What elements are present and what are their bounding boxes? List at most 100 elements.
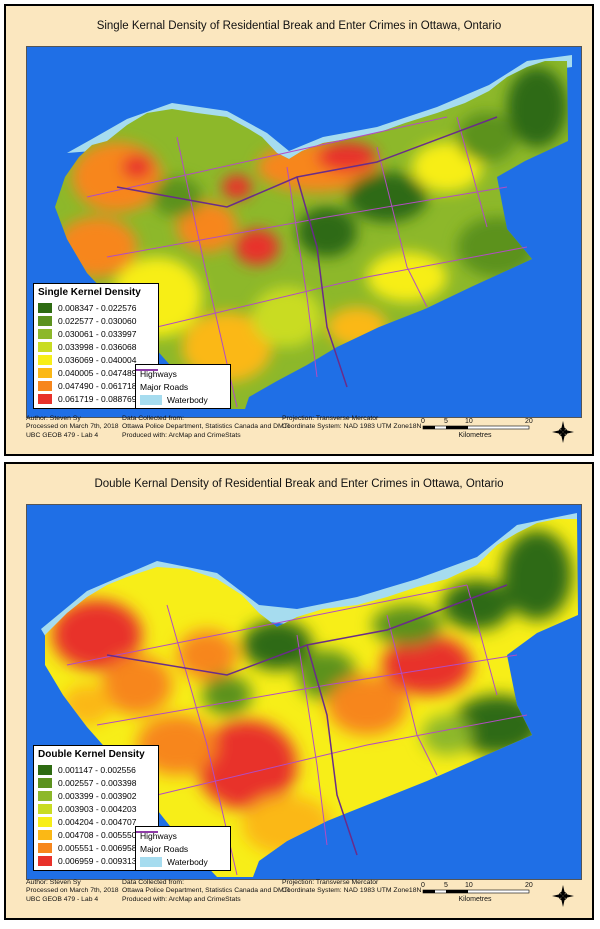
- scale-unit: Kilometres: [458, 432, 492, 439]
- legend-class: 0.047490 - 0.061718: [38, 379, 154, 392]
- map-footer: Author: Steven Sy Processed on March 7th…: [26, 415, 578, 451]
- legend-class: 0.006959 - 0.009313: [38, 854, 154, 867]
- legend-class: 0.061719 - 0.088769: [38, 392, 154, 405]
- ottawa-density-map: [27, 47, 581, 417]
- map-title: Double Kernal Density of Residential Bre…: [94, 478, 504, 490]
- legend-label: 0.022577 - 0.030060: [58, 315, 137, 326]
- map-frame: Double Kernel Density 0.001147 - 0.00255…: [26, 504, 582, 880]
- north-arrow-icon: [552, 885, 574, 907]
- data-sources-block: Data Collected from: Ottawa Police Depar…: [122, 879, 290, 904]
- legend-swatch: [38, 302, 52, 313]
- legend-swatch: [38, 829, 52, 840]
- legend-label: 0.030061 - 0.033997: [58, 328, 137, 339]
- legend-label: 0.003399 - 0.003902: [58, 790, 137, 801]
- scale-tick: 0: [421, 882, 425, 889]
- legend-class: 0.030061 - 0.033997: [38, 327, 154, 340]
- projection: Projection: Transverse Mercator: [282, 879, 379, 886]
- highways-label: Highways: [140, 368, 177, 379]
- legend-class: 0.003399 - 0.003902: [38, 789, 154, 802]
- legend-waterbody: Waterbody: [140, 855, 226, 868]
- data-sources: Ottawa Police Department, Statistics Can…: [122, 887, 290, 895]
- legend-swatch: [38, 328, 52, 339]
- map-frame: Single Kernel Density 0.008347 - 0.02257…: [26, 46, 582, 418]
- major-roads: [86, 116, 528, 408]
- waterbody-label: Waterbody: [167, 856, 208, 867]
- legend-class: 0.004708 - 0.005550: [38, 828, 154, 841]
- legend-class: 0.036069 - 0.040004: [38, 353, 154, 366]
- legend-class: 0.022577 - 0.030060: [38, 314, 154, 327]
- legend-label: 0.047490 - 0.061718: [58, 380, 137, 391]
- legend-swatch: [38, 777, 52, 788]
- legend-swatch: [38, 842, 52, 853]
- course: UBC GEOB 479 - Lab 4: [26, 895, 99, 903]
- legend-label: 0.008347 - 0.022576: [58, 302, 137, 313]
- data-sources-block: Data Collected from: Ottawa Police Depar…: [122, 415, 290, 440]
- author: Author: Steven Sy: [26, 415, 81, 422]
- processed-date: Processed on March 7th, 2018: [26, 423, 119, 431]
- waterbody-symbol: [140, 394, 162, 405]
- legend-swatch: [38, 354, 52, 365]
- legend-waterbody: Waterbody: [140, 393, 226, 406]
- data-sources: Ottawa Police Department, Statistics Can…: [122, 423, 290, 431]
- legend-label: 0.005551 - 0.006958: [58, 842, 137, 853]
- legend-swatch: [38, 855, 52, 866]
- course: UBC GEOB 479 - Lab 4: [26, 431, 99, 439]
- produced-with: Produced with: ArcMap and CrimeStats: [122, 431, 241, 439]
- coordinate-system: Coordinate System: NAD 1983 UTM Zone18N: [282, 423, 422, 431]
- legend-swatch: [38, 764, 52, 775]
- scale-tick: 0: [421, 418, 425, 425]
- legend-label: 0.036069 - 0.040004: [58, 354, 137, 365]
- legend-label: 0.001147 - 0.002556: [58, 764, 136, 775]
- major-roads-label: Major Roads: [140, 381, 189, 392]
- legend-swatch: [38, 816, 52, 827]
- legend-class: 0.008347 - 0.022576: [38, 301, 154, 314]
- legend-label: 0.033998 - 0.036068: [58, 341, 137, 352]
- legend-label: 0.040005 - 0.047489: [58, 367, 137, 378]
- major-roads-label: Major Roads: [140, 843, 189, 854]
- legend-class: 0.033998 - 0.036068: [38, 340, 154, 353]
- double-kernel-map-panel: Double Kernal Density of Residential Bre…: [4, 462, 594, 920]
- scale-tick: 20: [525, 882, 533, 889]
- projection-block: Projection: Transverse Mercator Coordina…: [282, 415, 421, 432]
- waterbody-label: Waterbody: [167, 394, 208, 405]
- highways: [116, 116, 498, 388]
- legend-major-roads: Major Roads: [136, 831, 226, 855]
- legend-class: 0.040005 - 0.047489: [38, 366, 154, 379]
- feature-legend: Highways Major Roads Waterbody: [135, 364, 231, 409]
- legend-swatch: [38, 341, 52, 352]
- legend-class: 0.001147 - 0.002556: [38, 763, 154, 776]
- legend-label: 0.006959 - 0.009313: [58, 855, 137, 866]
- coordinate-system: Coordinate System: NAD 1983 UTM Zone18N: [282, 887, 422, 895]
- legend-label: 0.004204 - 0.004707: [58, 816, 137, 827]
- legend-title: Double Kernel Density: [38, 749, 145, 760]
- processed-date: Processed on March 7th, 2018: [26, 887, 119, 895]
- highways: [106, 584, 508, 856]
- legend-label: 0.003903 - 0.004203: [58, 803, 137, 814]
- projection-block: Projection: Transverse Mercator Coordina…: [282, 879, 421, 896]
- legend-class: 0.004204 - 0.004707: [38, 815, 154, 828]
- legend-label: 0.002557 - 0.003398: [58, 777, 137, 788]
- projection: Projection: Transverse Mercator: [282, 415, 379, 422]
- legend-label: 0.061719 - 0.088769: [58, 393, 137, 404]
- legend-class: 0.002557 - 0.003398: [38, 776, 154, 789]
- scale-tick: 5: [444, 418, 448, 425]
- legend-swatch: [38, 803, 52, 814]
- scale-tick: 20: [525, 418, 533, 425]
- legend-title: Single Kernel Density: [38, 287, 141, 298]
- legend-swatch: [38, 393, 52, 404]
- legend-swatch: [38, 315, 52, 326]
- density-legend: Double Kernel Density 0.001147 - 0.00255…: [33, 745, 159, 871]
- scale-tick: 5: [444, 882, 448, 889]
- legend-label: 0.004708 - 0.005550: [58, 829, 137, 840]
- waterbody-symbol: [140, 856, 162, 867]
- author: Author: Steven Sy: [26, 879, 81, 886]
- author-block: Author: Steven Sy Processed on March 7th…: [26, 415, 119, 440]
- author-block: Author: Steven Sy Processed on March 7th…: [26, 879, 119, 904]
- legend-swatch: [38, 790, 52, 801]
- legend-class: 0.003903 - 0.004203: [38, 802, 154, 815]
- map-footer: Author: Steven Sy Processed on March 7th…: [26, 879, 578, 915]
- scale-unit: Kilometres: [458, 896, 492, 903]
- produced-with: Produced with: ArcMap and CrimeStats: [122, 895, 241, 903]
- scale-tick: 10: [465, 882, 473, 889]
- legend-major-roads: Major Roads: [136, 369, 226, 393]
